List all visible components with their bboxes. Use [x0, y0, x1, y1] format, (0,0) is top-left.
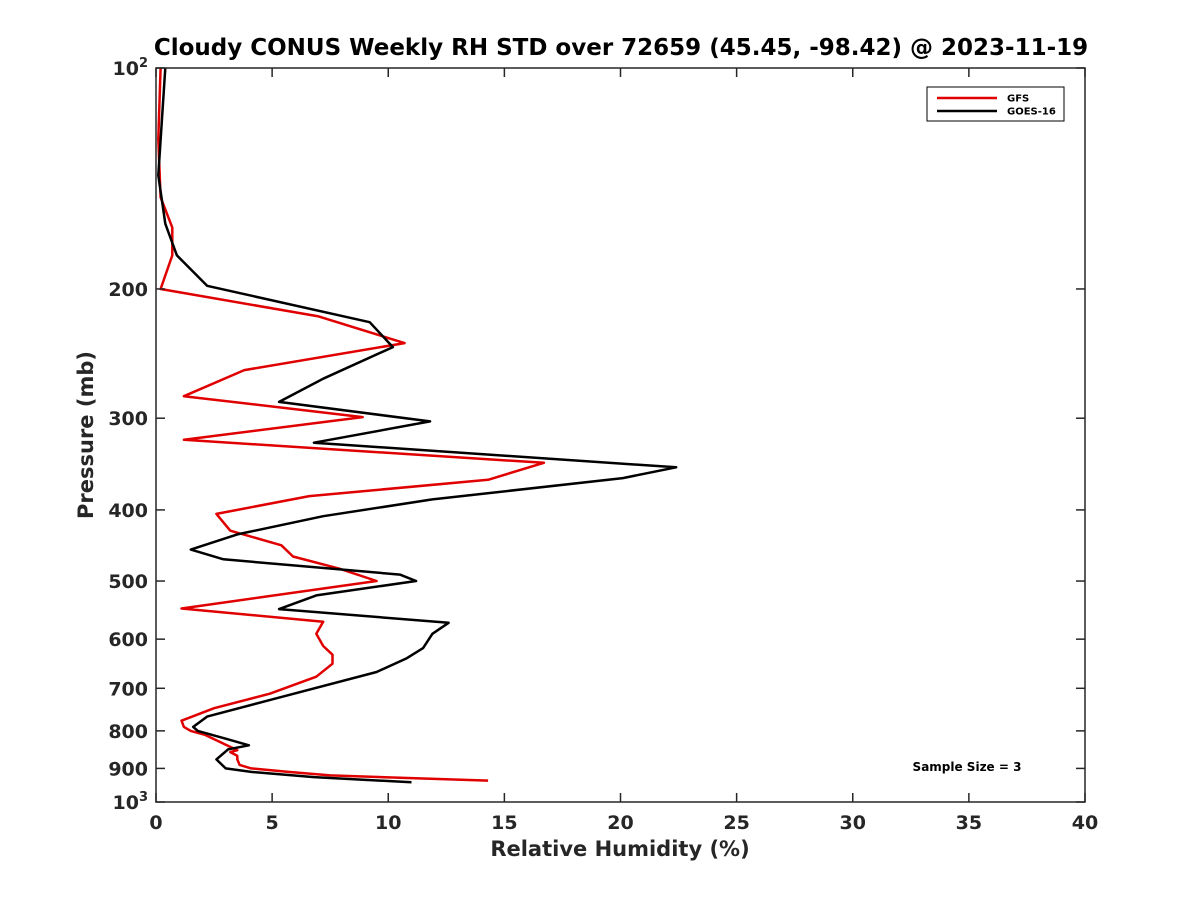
sample-size-annotation: Sample Size = 3: [913, 760, 1022, 774]
series-line-gfs: [157, 67, 546, 782]
x-axis-ticks: 0 5 10 15 20 25 30 35 40: [149, 68, 1098, 834]
y-axis-ticks: 102 200 300 400 500 600 700 800 900 103: [108, 56, 1085, 814]
plot-frame: [155, 67, 1086, 803]
x-tick-label: 15: [491, 812, 517, 834]
x-tick-label: 30: [840, 812, 866, 834]
y-tick-label: 700: [108, 678, 148, 700]
y-tick-label: 300: [108, 408, 148, 430]
chart-title: Cloudy CONUS Weekly RH STD over 72659 (4…: [154, 35, 1088, 61]
x-tick-label: 40: [1072, 812, 1098, 834]
y-axis-label: Pressure (mb): [74, 351, 98, 519]
y-tick-label: 200: [108, 279, 148, 301]
y-tick-label: 500: [108, 571, 148, 593]
legend-label-gfs: GFS: [1007, 94, 1029, 105]
series-layer: [157, 67, 678, 784]
x-axis-label: Relative Humidity (%): [490, 837, 749, 861]
series-line-goes16: [157, 67, 678, 784]
legend-label-goes16: GOES-16: [1007, 107, 1056, 118]
y-tick-label: 103: [113, 790, 149, 814]
x-tick-label: 25: [723, 812, 749, 834]
x-tick-label: 35: [956, 812, 982, 834]
x-tick-label: 10: [375, 812, 401, 834]
legend-box: [926, 86, 1065, 122]
legend: GFS GOES-16: [926, 86, 1065, 122]
y-tick-label: 600: [108, 629, 148, 651]
y-tick-label: 900: [108, 758, 148, 780]
y-tick-label: 102: [113, 56, 149, 80]
x-tick-label: 0: [149, 812, 162, 834]
x-tick-label: 5: [266, 812, 279, 834]
y-tick-label: 400: [108, 500, 148, 522]
y-tick-label: 800: [108, 721, 148, 743]
x-tick-label: 20: [607, 812, 633, 834]
